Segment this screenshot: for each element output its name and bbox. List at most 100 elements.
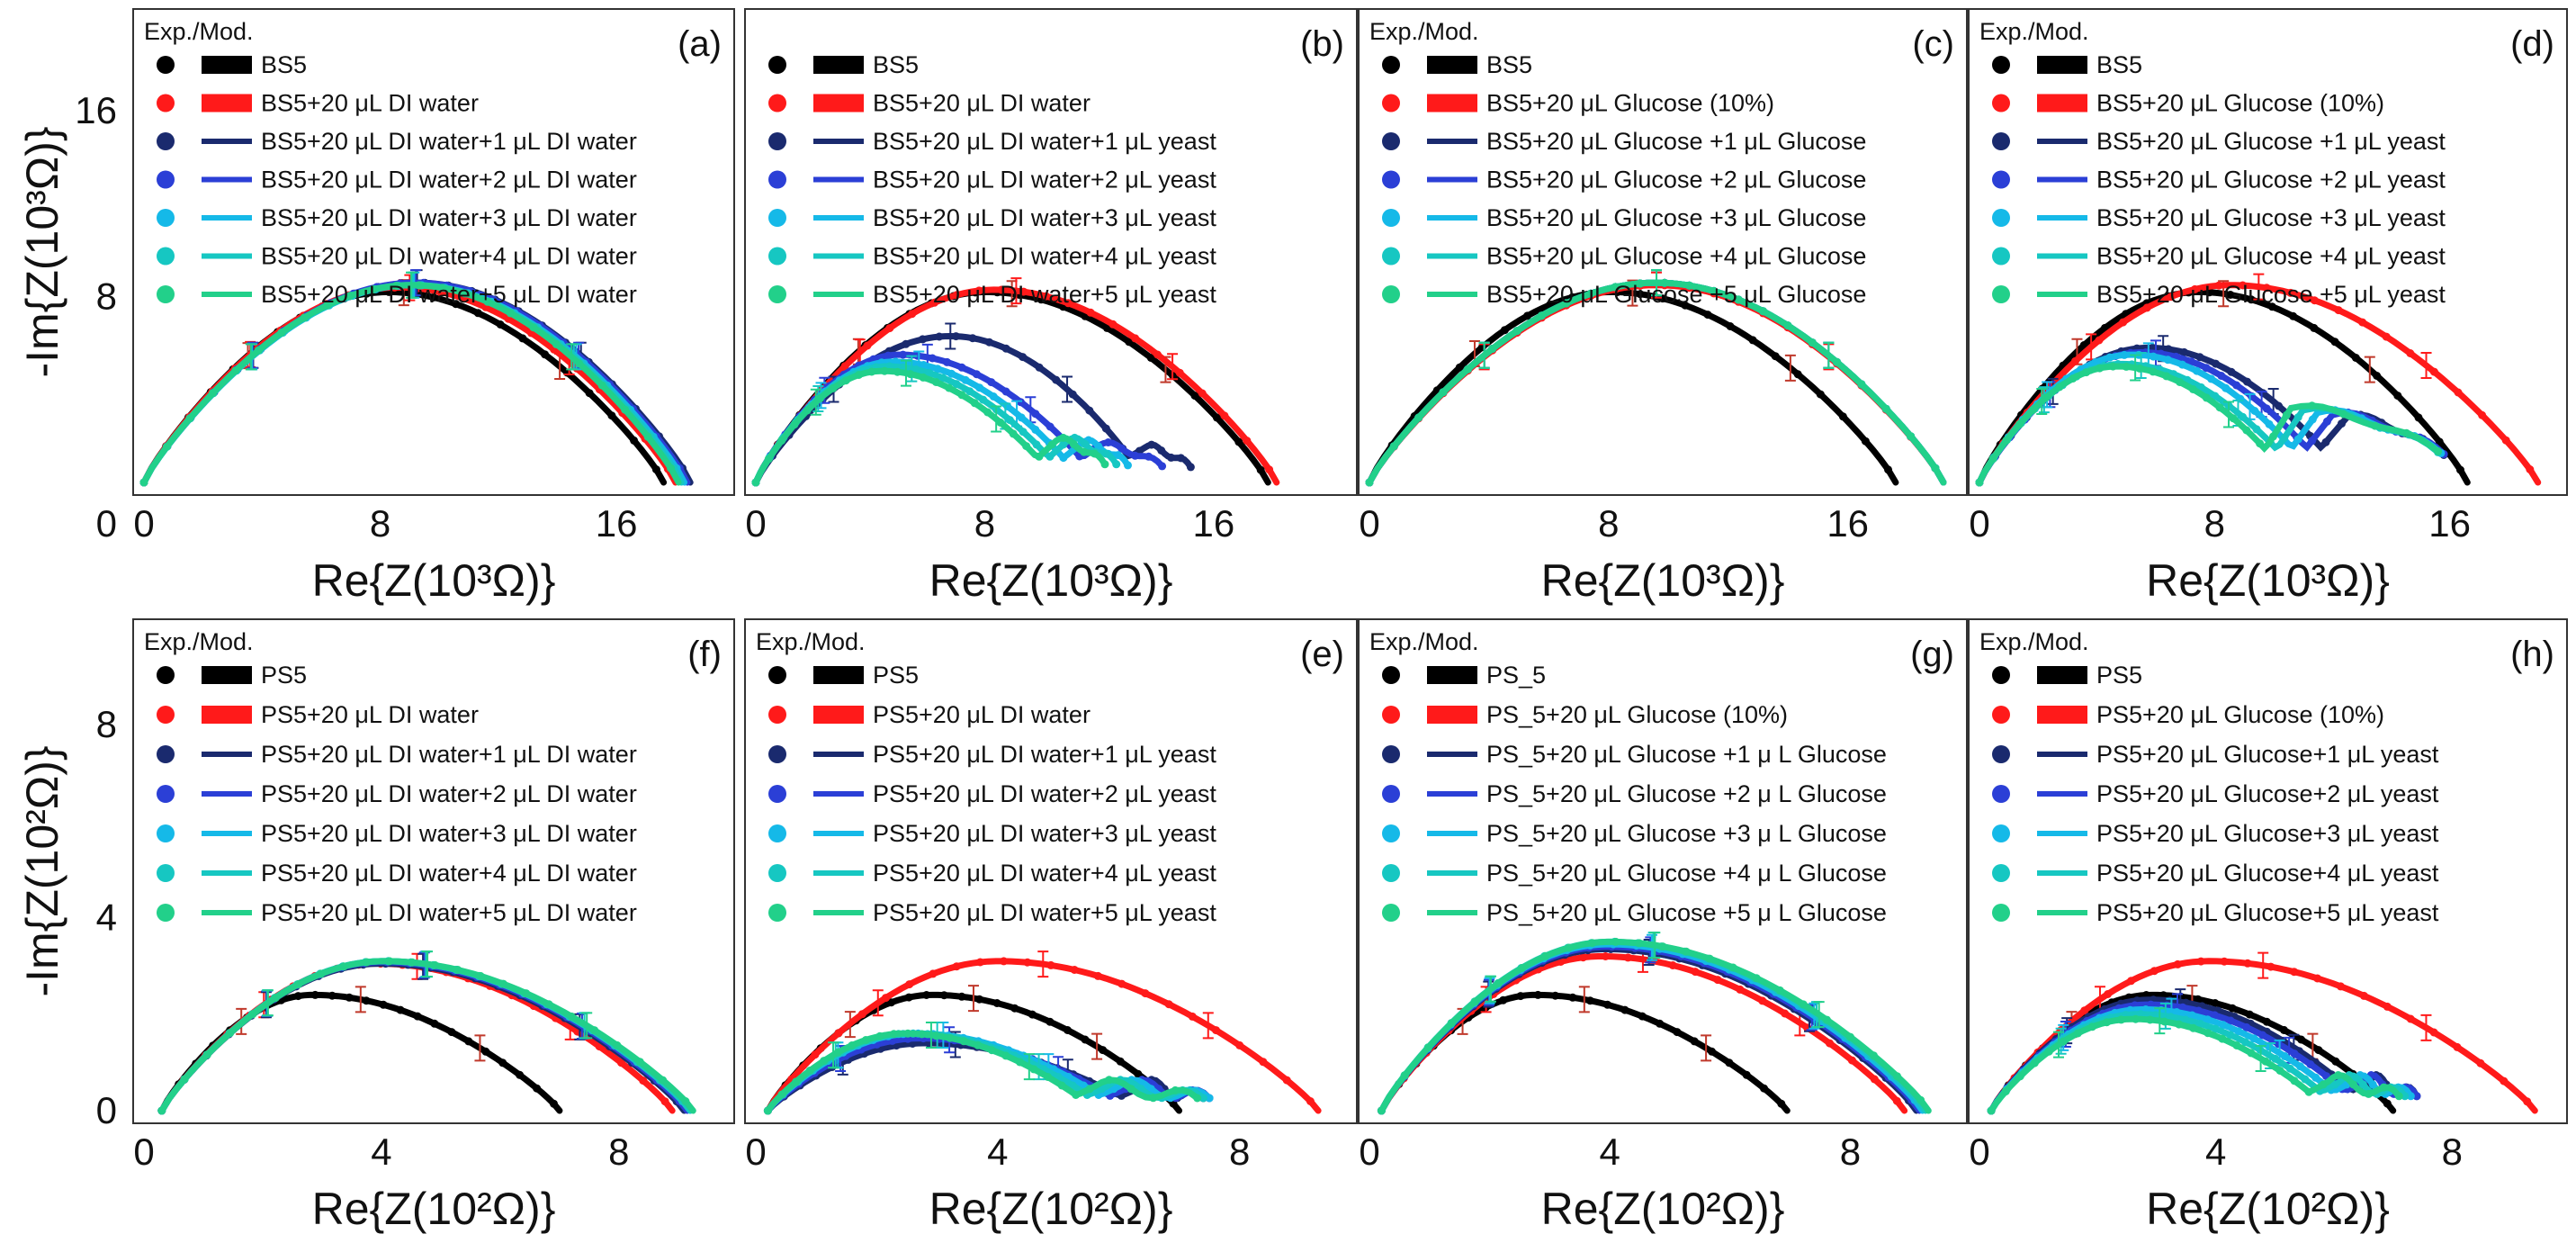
legend-label: BS5+20 μL Glucose +3 μL Glucose <box>1486 204 1866 231</box>
data-point <box>1047 440 1056 449</box>
data-point <box>1023 958 1032 967</box>
data-point <box>617 1058 625 1067</box>
data-point <box>2308 437 2317 446</box>
data-point <box>1400 1071 1409 1080</box>
x-tick-label: 0 <box>133 1130 154 1173</box>
error-bar <box>925 1021 937 1049</box>
data-point <box>1725 1058 1734 1067</box>
data-point <box>985 338 993 347</box>
legend-label: BS5+20 μL DI water+2 μL yeast <box>873 167 1216 194</box>
error-bar <box>2257 951 2269 979</box>
legend-label: BS5+20 μL DI water+4 μL DI water <box>261 243 637 270</box>
data-point <box>1212 413 1221 422</box>
error-bar <box>2253 273 2265 301</box>
legend: Exp./Mod. BS5 BS5+20 μL Glucose (10%) BS5+2… <box>1369 18 1866 308</box>
data-point <box>231 366 240 375</box>
legend-marker <box>157 209 175 227</box>
data-point <box>2211 392 2220 401</box>
error-bar <box>422 950 434 978</box>
legend-label: BS5+20 μL Glucose +1 μL yeast <box>2096 128 2446 155</box>
legend-marker <box>768 209 786 227</box>
legend-label: BS5+20 μL Glucose +4 μL yeast <box>2096 243 2446 270</box>
data-point <box>2330 338 2339 347</box>
panel-2: (c) 0 8 16 Re{Z(10³Ω)} Exp./Mod. BS5 BS5+20 μL … <box>1358 8 1968 606</box>
legend-marker <box>1992 56 2010 74</box>
panel-6: (g) 0 4 8 Re{Z(10²Ω)} Exp./Mod. PS_5 PS_5+20 μL… <box>1358 618 1968 1234</box>
data-point <box>908 310 917 319</box>
data-point <box>2214 281 2223 290</box>
data-point <box>2227 367 2236 376</box>
data-point <box>533 1084 542 1093</box>
legend-label: BS5+20 μL Glucose +1 μL Glucose <box>1486 128 1866 155</box>
data-point <box>1193 1094 1202 1103</box>
data-point <box>974 286 983 295</box>
data-point <box>590 1026 599 1035</box>
data-point <box>1808 338 1817 347</box>
data-point <box>792 1077 801 1086</box>
legend-marker <box>157 864 175 882</box>
data-point <box>2414 413 2423 422</box>
data-point <box>803 406 812 415</box>
legend-marker <box>1382 56 1400 74</box>
data-point <box>929 969 938 978</box>
data-point <box>2478 410 2487 419</box>
data-point <box>1101 424 1110 433</box>
legend-label: PS5+20 μL DI water <box>873 701 1091 728</box>
data-point <box>139 478 148 487</box>
data-point <box>2195 1006 2204 1015</box>
legend-line <box>813 831 864 836</box>
data-point <box>2105 353 2114 362</box>
data-point <box>1636 290 1645 299</box>
data-point <box>613 1040 622 1049</box>
legend-marker <box>1992 209 2010 227</box>
data-point <box>1389 442 1398 451</box>
legend-marker <box>157 56 175 74</box>
data-point <box>1059 440 1068 449</box>
data-point <box>2108 362 2117 371</box>
legend-marker <box>1992 170 2010 189</box>
panel-4: (f) 0 4 8 0 4 8 Re{Z(10²Ω)} -Im{Z(10²Ω)} Exp./Mod… <box>17 618 735 1234</box>
data-point <box>1565 943 1574 952</box>
legend-line <box>202 56 252 74</box>
data-point <box>968 334 977 343</box>
data-point <box>1579 953 1587 962</box>
y-axis-label: -Im{Z(10³Ω)} <box>17 126 67 377</box>
error-bar <box>2255 1045 2266 1073</box>
data-point <box>2212 359 2220 368</box>
data-point <box>1734 295 1743 304</box>
data-point <box>2218 1034 2227 1043</box>
legend-line <box>1427 292 1477 297</box>
data-point <box>483 297 492 306</box>
data-point <box>2095 336 2104 345</box>
panel-frame <box>132 8 735 496</box>
data-point <box>1987 1106 1996 1115</box>
data-point <box>1414 413 1423 422</box>
data-point <box>961 375 970 384</box>
legend-label: PS5 <box>873 662 919 689</box>
data-point <box>476 971 485 980</box>
data-point <box>2175 1020 2184 1029</box>
data-point <box>430 1019 439 1028</box>
data-point <box>408 958 417 967</box>
data-point <box>911 365 920 374</box>
data-point <box>2080 1006 2089 1015</box>
error-bar <box>1062 375 1073 403</box>
legend-line <box>1427 752 1477 757</box>
data-point <box>1177 454 1185 463</box>
data-point <box>1126 1085 1135 1094</box>
data-point <box>1636 279 1645 288</box>
data-point <box>310 990 319 999</box>
data-point <box>328 991 337 1000</box>
legend-marker <box>1382 94 1400 113</box>
legend-marker <box>1382 785 1400 803</box>
panel-tag: (d) <box>2510 24 2554 64</box>
legend-line <box>2037 910 2087 915</box>
data-point <box>2242 426 2251 435</box>
legend-marker <box>157 785 175 803</box>
legend-line <box>813 139 864 144</box>
data-point <box>2382 332 2391 341</box>
legend-label: PS5+20 μL Glucose+2 μL yeast <box>2096 780 2439 807</box>
data-point <box>1282 1076 1291 1085</box>
data-point <box>2120 350 2129 359</box>
legend-header: Exp./Mod. <box>1979 18 2089 45</box>
